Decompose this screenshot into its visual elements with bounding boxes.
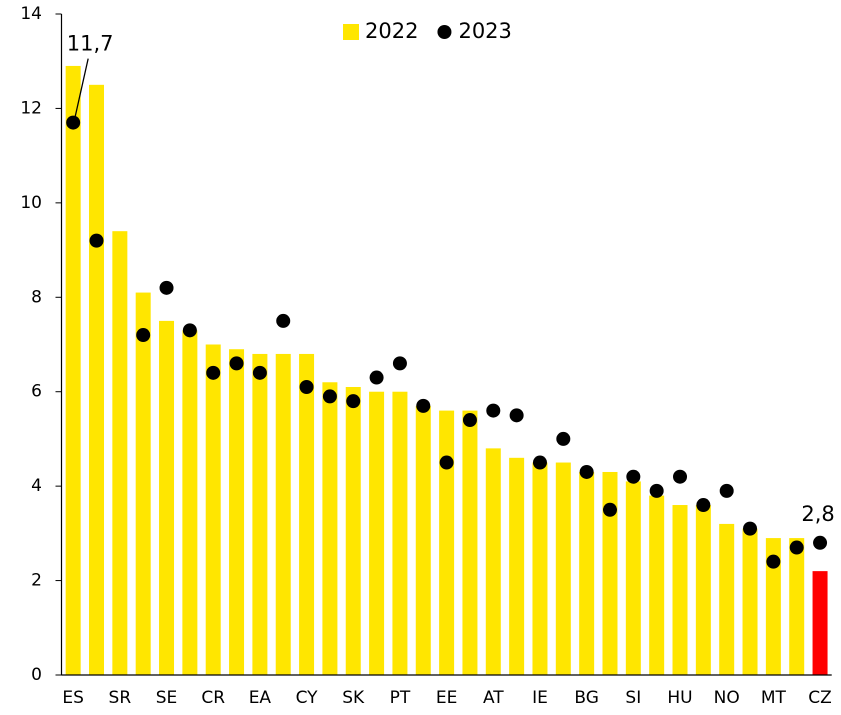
x-tick-label: NO [714,688,740,708]
bar [322,382,338,675]
dot [66,115,81,130]
x-tick-label: CZ [808,688,832,708]
bar [89,84,105,676]
dot [766,554,781,569]
y-tick-label: 8 [31,287,42,307]
dot [813,535,828,550]
dot [229,356,244,371]
dot [346,394,361,409]
bar [462,410,478,675]
bar [252,353,268,675]
dot [532,455,547,470]
x-tick-label: SI [625,688,641,708]
dot [719,483,734,498]
y-tick-label: 14 [20,4,42,24]
dot [649,483,664,498]
dot [299,379,314,394]
bar [719,523,735,675]
y-tick-label: 6 [31,382,42,402]
bar [485,448,501,675]
bar [415,405,431,675]
bar [345,386,361,675]
bar [789,538,805,675]
x-tick-label: SR [109,688,132,708]
data-label: 11,7 [67,32,114,56]
y-tick-label: 12 [20,98,42,118]
dot [369,370,384,385]
dot [602,502,617,517]
dot [579,464,594,479]
y-tick-label: 10 [20,193,42,213]
bar [672,505,688,675]
dot [89,233,104,248]
x-tick-label: ES [62,688,84,708]
bar [812,571,828,675]
bar [439,410,455,675]
dot [276,313,291,328]
x-tick-label: SE [156,688,178,708]
dot [182,323,197,338]
dot [673,469,688,484]
bar [229,349,245,675]
dot [416,398,431,413]
legend-label: 2022 [365,19,418,43]
data-label: 2,8 [801,502,834,526]
bar [275,353,291,675]
dot [252,365,267,380]
bar [509,457,525,675]
bar [65,65,81,675]
bar [135,292,151,675]
dot [696,498,711,513]
x-tick-label: HU [667,688,692,708]
bar [555,462,571,675]
dot [439,455,454,470]
dot [556,431,571,446]
dot [392,356,407,371]
dot [206,365,221,380]
bar [159,320,175,675]
bar [695,505,711,675]
dot [462,413,477,428]
x-tick-label: BG [574,688,599,708]
dot [486,403,501,418]
bar [625,481,641,675]
dot [159,280,174,295]
x-tick-label: EE [436,688,457,708]
y-tick-label: 4 [31,476,42,496]
dot [322,389,337,404]
dot [136,328,151,343]
legend-swatch [343,24,359,40]
x-tick-label: PT [390,688,411,708]
bar [579,471,595,675]
bar [112,231,128,675]
dot [626,469,641,484]
x-tick-label: MT [761,688,787,708]
bar [765,538,781,675]
bar [369,391,385,675]
bar [182,330,198,675]
x-tick-label: IE [532,688,548,708]
dot [743,521,758,536]
y-tick-label: 2 [31,571,42,591]
legend-label: 2023 [458,19,511,43]
bar [392,391,408,675]
x-tick-label: CY [296,688,319,708]
x-tick-label: CR [201,688,225,708]
bar [602,471,618,675]
bar [649,495,665,675]
legend-swatch [437,25,452,39]
bar [532,462,548,675]
y-tick-label: 0 [31,665,42,685]
dot [509,408,524,423]
x-tick-label: EA [249,688,272,708]
leader-line [74,58,89,117]
x-tick-label: AT [483,688,504,708]
x-tick-label: SK [342,688,365,708]
bar [205,344,221,675]
bar [299,353,315,675]
bar [742,528,758,675]
dot [789,540,804,555]
